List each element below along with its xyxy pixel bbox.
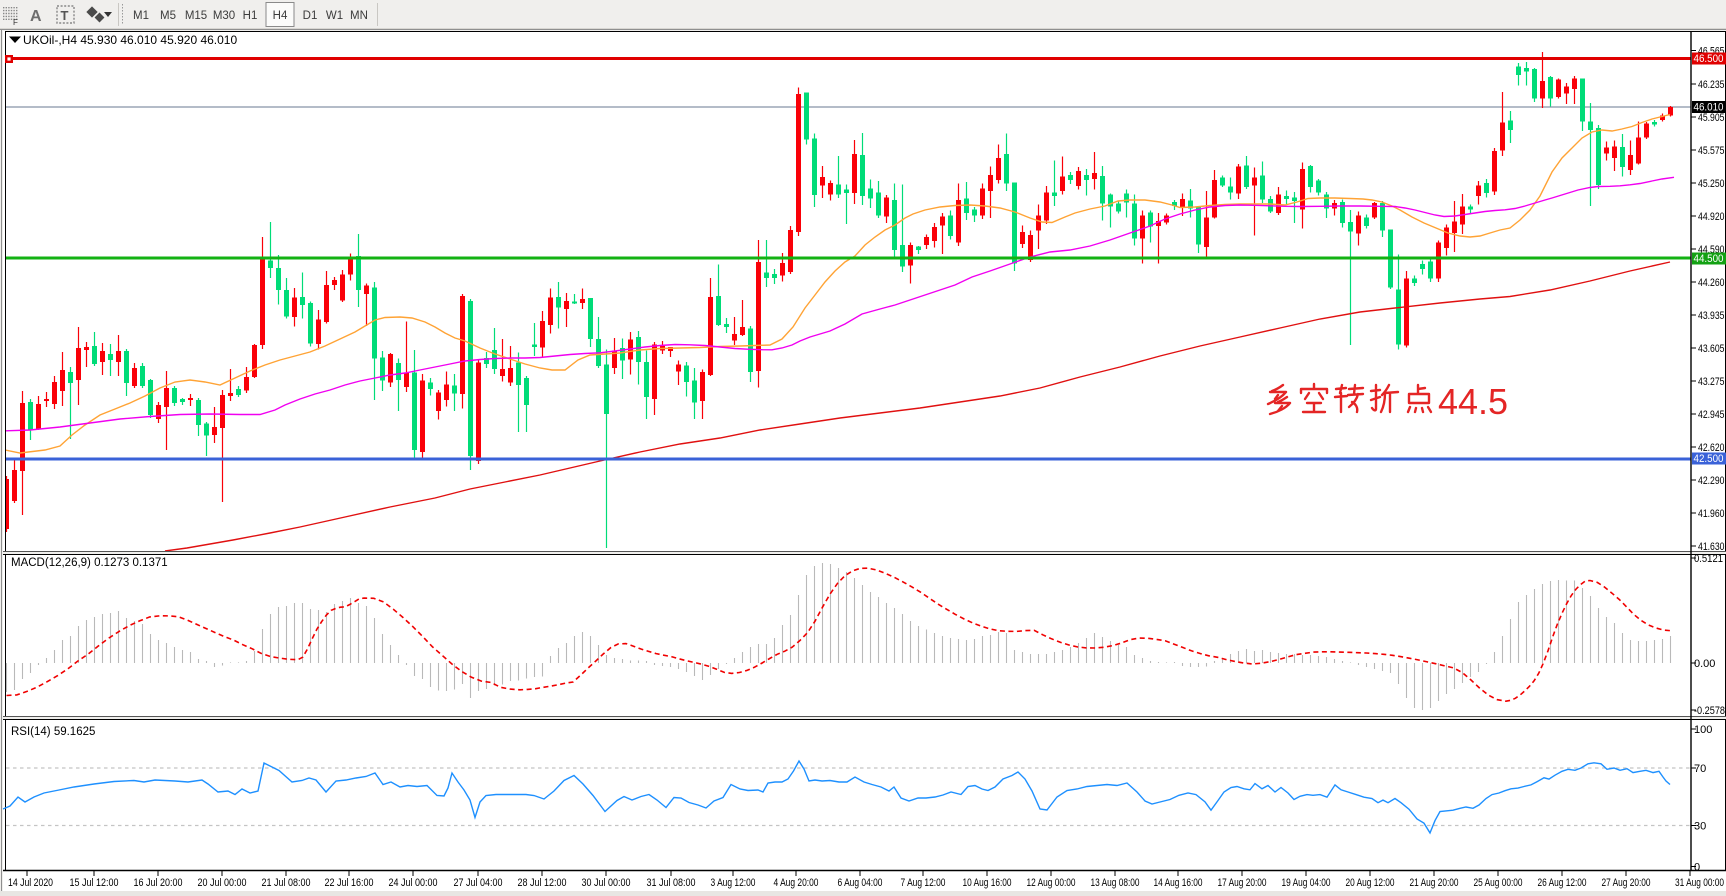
svg-text:43.275: 43.275 [1698,376,1725,388]
svg-text:46.010: 46.010 [1694,102,1724,114]
svg-text:44.500: 44.500 [1694,253,1724,265]
svg-text:MACD(12,26,9) 0.1273 0.1371: MACD(12,26,9) 0.1273 0.1371 [11,557,168,569]
svg-text:42.945: 42.945 [1698,409,1725,421]
svg-text:44.260: 44.260 [1698,277,1725,289]
svg-text:45.905: 45.905 [1698,112,1725,124]
svg-text:41.960: 41.960 [1698,508,1725,520]
svg-text:22 Jul 16:00: 22 Jul 16:00 [325,877,374,889]
svg-text:19 Aug 04:00: 19 Aug 04:00 [1282,877,1331,889]
svg-text:12 Aug 00:00: 12 Aug 00:00 [1027,877,1076,889]
svg-text:H4: H4 [273,10,288,22]
svg-text:43.605: 43.605 [1698,343,1725,355]
svg-text:27 Aug 20:00: 27 Aug 20:00 [1602,877,1651,889]
svg-text:F: F [13,18,18,27]
svg-text:16 Jul 20:00: 16 Jul 20:00 [134,877,183,889]
svg-text:21 Jul 08:00: 21 Jul 08:00 [262,877,311,889]
svg-text:42.500: 42.500 [1694,453,1724,465]
svg-text:28 Jul 12:00: 28 Jul 12:00 [518,877,567,889]
svg-text:31 Aug 00:00: 31 Aug 00:00 [1675,877,1724,889]
svg-text:6 Aug 04:00: 6 Aug 04:00 [838,877,883,889]
svg-text:45.250: 45.250 [1698,178,1725,190]
svg-text:W1: W1 [326,10,343,22]
svg-text:30 Jul 00:00: 30 Jul 00:00 [582,877,631,889]
svg-text:13 Aug 08:00: 13 Aug 08:00 [1091,877,1140,889]
svg-text:25 Aug 00:00: 25 Aug 00:00 [1474,877,1523,889]
svg-text:15 Jul 12:00: 15 Jul 12:00 [70,877,119,889]
svg-text:45.575: 45.575 [1698,145,1725,157]
svg-text:0.5121: 0.5121 [1694,553,1723,565]
svg-text:MN: MN [350,10,368,22]
svg-text:RSI(14) 59.1625: RSI(14) 59.1625 [11,726,95,738]
svg-text:D1: D1 [303,10,318,22]
svg-text:10 Aug 16:00: 10 Aug 16:00 [963,877,1012,889]
svg-text:17 Aug 20:00: 17 Aug 20:00 [1218,877,1267,889]
svg-text:14 Aug 16:00: 14 Aug 16:00 [1154,877,1203,889]
svg-text:70: 70 [1694,763,1706,775]
svg-text:41.630: 41.630 [1698,541,1725,553]
svg-text:43.935: 43.935 [1698,310,1725,322]
svg-text:46.500: 46.500 [1694,53,1724,65]
svg-text:0.00: 0.00 [1694,658,1715,670]
svg-text:30: 30 [1694,821,1706,833]
svg-text:0: 0 [1694,862,1700,874]
svg-text:M15: M15 [185,10,207,22]
svg-text:A: A [30,8,42,25]
svg-text:7 Aug 12:00: 7 Aug 12:00 [901,877,946,889]
svg-text:46.235: 46.235 [1698,79,1725,91]
svg-text:26 Aug 12:00: 26 Aug 12:00 [1538,877,1587,889]
svg-text:31 Jul 08:00: 31 Jul 08:00 [647,877,696,889]
svg-text:M5: M5 [160,10,176,22]
svg-text:M30: M30 [213,10,235,22]
svg-text:100: 100 [1694,724,1712,736]
svg-text:14 Jul 2020: 14 Jul 2020 [8,877,53,889]
svg-text:M1: M1 [133,10,149,22]
svg-text:T: T [61,8,69,23]
svg-text:27 Jul 04:00: 27 Jul 04:00 [454,877,503,889]
svg-text:42.620: 42.620 [1698,442,1725,454]
svg-text:42.290: 42.290 [1698,475,1725,487]
svg-text:20 Aug 12:00: 20 Aug 12:00 [1346,877,1395,889]
svg-text:44.5: 44.5 [1438,381,1508,422]
svg-text:H1: H1 [243,10,258,22]
svg-text:24 Jul 00:00: 24 Jul 00:00 [389,877,438,889]
svg-text:21 Aug 20:00: 21 Aug 20:00 [1410,877,1459,889]
svg-text:4 Aug 20:00: 4 Aug 20:00 [774,877,819,889]
svg-text:20 Jul 00:00: 20 Jul 00:00 [198,877,247,889]
svg-text:3 Aug 12:00: 3 Aug 12:00 [711,877,756,889]
svg-text:-0.2578: -0.2578 [1694,705,1725,717]
svg-text:44.920: 44.920 [1698,211,1725,223]
svg-text:UKOil-,H4 45.930 46.010 45.92: UKOil-,H4 45.930 46.010 45.920 46.010 [23,33,237,47]
